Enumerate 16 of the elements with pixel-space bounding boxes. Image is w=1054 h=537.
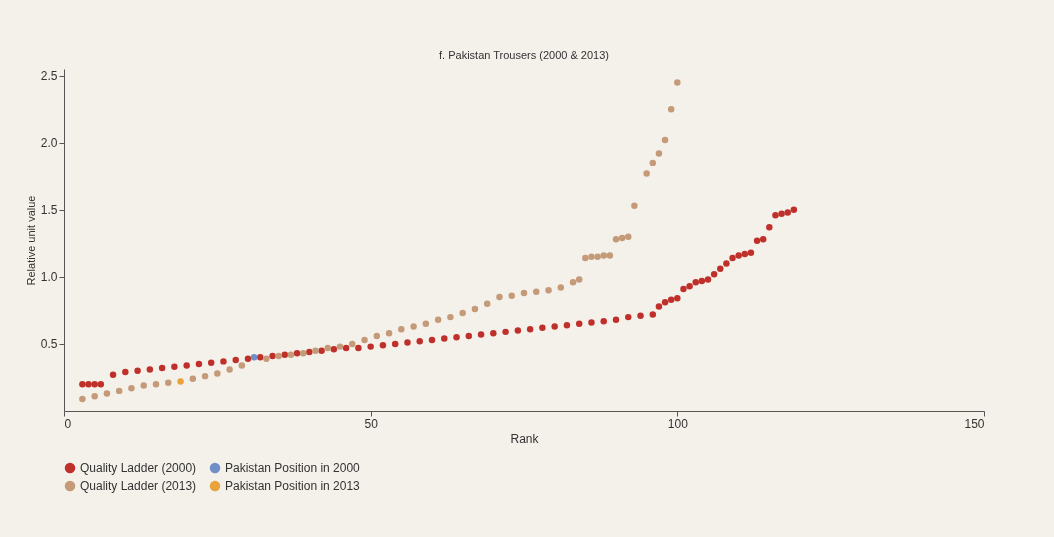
x-axis-title: Rank <box>510 431 540 446</box>
y-tick-label: 2.0 <box>40 136 58 151</box>
x-tick-label: 50 <box>364 416 379 431</box>
y-tick-label: 2.5 <box>40 69 58 84</box>
legend-label: Pakistan Position in 2013 <box>225 479 361 493</box>
y-tick-label: 1.0 <box>40 270 58 285</box>
legend-label: Quality Ladder (2013) <box>80 479 197 493</box>
x-tick-label: 150 <box>964 416 985 431</box>
chart-title: f. Pakistan Trousers (2000 & 2013) <box>439 49 609 61</box>
y-tick-label: 1.5 <box>40 203 58 218</box>
y-axis-title: Relative unit value <box>24 195 37 286</box>
legend-label: Pakistan Position in 2000 <box>225 461 361 475</box>
x-tick-label: 0 <box>64 416 72 431</box>
y-tick-label: 0.5 <box>40 337 58 352</box>
legend-label: Quality Ladder (2000) <box>80 461 197 475</box>
x-tick-label: 100 <box>667 416 689 431</box>
